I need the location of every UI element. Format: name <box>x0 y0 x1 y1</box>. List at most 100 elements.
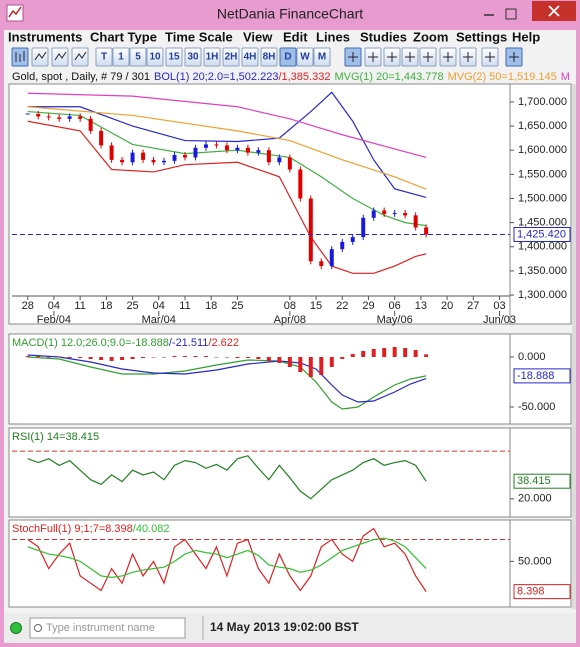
candle-body <box>130 152 135 163</box>
timescale-button[interactable] <box>95 47 113 67</box>
chart-type-button[interactable] <box>51 47 69 67</box>
timescale-button[interactable] <box>184 47 202 67</box>
y-tick-label: 1,650.000 <box>518 120 567 132</box>
timescale-button[interactable] <box>279 47 297 67</box>
legend: StochFull(1) 9;1;7=8.398/40.082 <box>12 523 169 535</box>
candle-body <box>277 157 282 163</box>
timescale-label: 1 <box>118 52 124 63</box>
menu-item[interactable]: View <box>243 29 273 44</box>
timescale-label: 8H <box>263 52 276 63</box>
timescale-button[interactable] <box>146 47 164 67</box>
menu-item[interactable]: Edit <box>283 29 308 44</box>
menu-item[interactable]: Chart Type <box>90 29 157 44</box>
plot-area <box>12 91 510 274</box>
tool-glyph <box>423 52 433 62</box>
histogram-bar <box>392 347 397 357</box>
legend-entry: MVG(1) 20=1,443.778 <box>334 71 443 83</box>
histogram-bar <box>287 357 292 367</box>
menu-item[interactable]: Help <box>512 29 540 44</box>
y-tick-label: 1,550.000 <box>518 168 567 180</box>
histogram-bar <box>361 351 366 357</box>
histogram-bar <box>99 357 104 360</box>
candle-body <box>88 118 93 131</box>
indicator-line <box>27 455 427 500</box>
tool-glyph <box>443 52 453 62</box>
menu-item[interactable]: Lines <box>316 29 350 44</box>
candle-body <box>413 215 418 228</box>
candle-body <box>203 144 208 148</box>
legend-entry: MACD(1) 12.0;26.0;9.0=-18.888 <box>12 337 169 349</box>
timescale-button[interactable] <box>129 47 147 67</box>
x-tick-label: 11 <box>74 300 85 312</box>
tool-glyph <box>405 52 415 62</box>
timescale-button[interactable] <box>296 47 314 67</box>
indicator-line <box>27 120 427 274</box>
y-tick-label: 1,400.000 <box>518 241 567 253</box>
timescale-label: 10 <box>149 52 161 63</box>
timescale-label: 30 <box>187 52 199 63</box>
x-tick-label: 06 <box>389 300 401 312</box>
histogram-bar <box>151 357 156 358</box>
status-time: 14 May 2013 19:02:00 BST <box>210 620 359 634</box>
legend-entry: /2.622 <box>208 337 239 349</box>
plot-area <box>12 450 510 500</box>
x-tick-label: 25 <box>231 300 243 312</box>
candle-body <box>308 198 313 262</box>
chart-type-button[interactable] <box>71 47 89 67</box>
tool-glyph <box>368 52 378 62</box>
timescale-label: 2H <box>225 52 238 63</box>
candle-body <box>256 150 261 153</box>
histogram-bar <box>78 357 83 358</box>
month-label: Apr/08 <box>274 314 306 326</box>
timescale-button[interactable] <box>222 47 240 67</box>
timescale-button[interactable] <box>260 47 278 67</box>
timescale-button[interactable] <box>241 47 259 67</box>
histogram-bar <box>424 354 429 357</box>
candle-body <box>235 147 240 151</box>
menu-item[interactable]: Studies <box>360 29 407 44</box>
histogram-bar <box>109 357 114 361</box>
timescale-label: 5 <box>135 52 141 63</box>
y-tick-label: 1,350.000 <box>518 265 567 277</box>
histogram-bar <box>277 357 282 363</box>
timescale-button[interactable] <box>203 47 221 67</box>
maximize-button[interactable] <box>505 8 517 20</box>
menu-item[interactable]: Zoom <box>413 29 448 44</box>
histogram-bar <box>172 356 177 357</box>
histogram-bar <box>57 357 62 358</box>
indicator-line <box>27 537 427 578</box>
histogram-bar <box>403 348 408 357</box>
y-tick-label: 50.000 <box>518 555 552 567</box>
candle-body <box>403 212 408 216</box>
candle-body <box>120 159 125 163</box>
candle-body <box>172 155 177 161</box>
menu-item[interactable]: Instruments <box>8 29 82 44</box>
histogram-bar <box>88 357 93 359</box>
y-tick-label: 20.000 <box>518 493 552 505</box>
plot-area <box>25 347 429 410</box>
histogram-bar <box>382 348 387 357</box>
timescale-button[interactable] <box>112 47 130 67</box>
legend-entry: /-21.511 <box>169 337 209 349</box>
timescale-button[interactable] <box>313 47 331 67</box>
panel-frame <box>8 427 572 518</box>
instrument-input[interactable] <box>29 617 186 639</box>
timescale-button[interactable] <box>165 47 183 67</box>
y-tick-label: 1,700.000 <box>518 96 567 108</box>
window-title: NetDania FinanceChart <box>217 6 363 22</box>
last-value-box <box>513 368 571 384</box>
instrument-placeholder: Type instrument name <box>46 622 155 634</box>
menu-item[interactable]: Settings <box>456 29 507 44</box>
legend-entry: MVG(3) 1 <box>561 71 580 83</box>
menu-item[interactable]: Time Scale <box>165 29 233 44</box>
histogram-bar <box>25 356 30 357</box>
histogram-bar <box>67 357 72 358</box>
last-value-label: 1,425.420 <box>517 228 566 240</box>
chart-type-button[interactable] <box>31 47 49 67</box>
tool-glyph <box>463 52 473 62</box>
candle-body <box>329 249 334 267</box>
timescale-label: T <box>101 52 107 63</box>
histogram-bar <box>130 357 135 359</box>
legend-entry: /1,385.332 <box>278 71 330 83</box>
